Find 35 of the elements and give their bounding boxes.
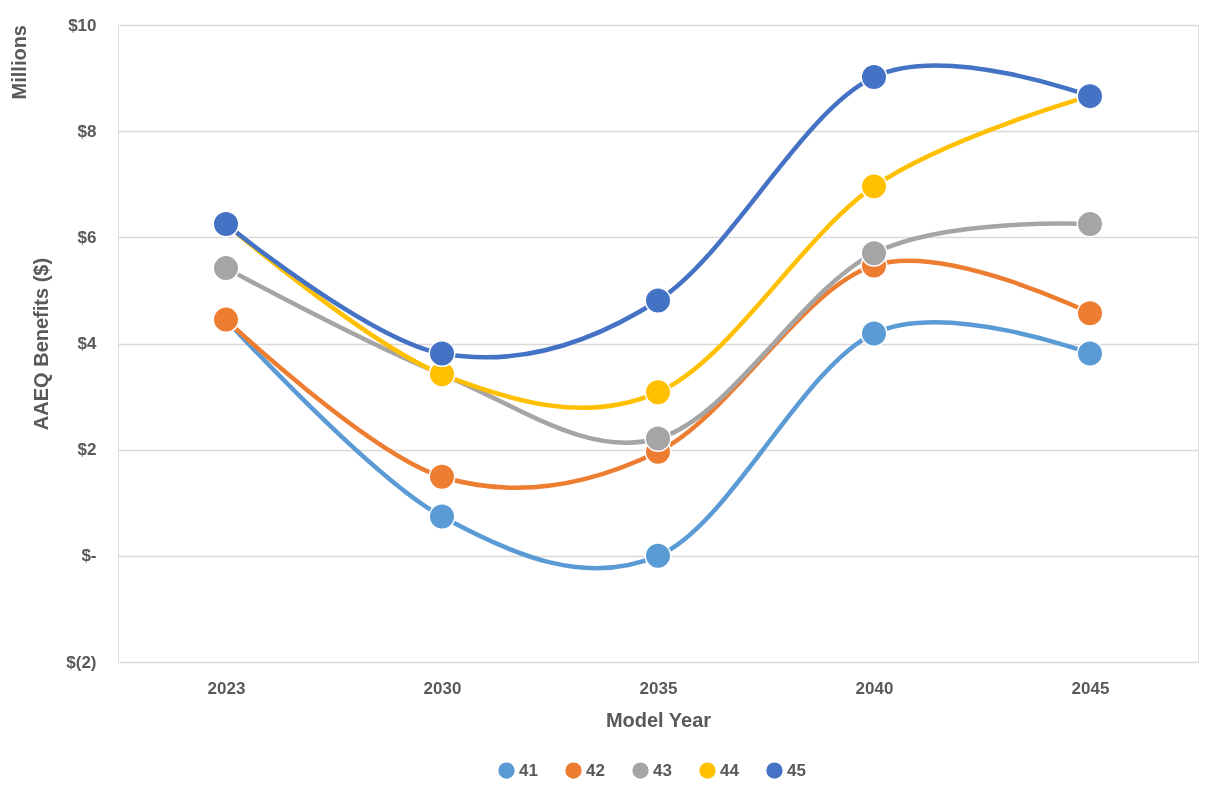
point	[428, 463, 456, 491]
x-axis-title: Model Year	[605, 708, 712, 731]
y-axis-title: AAEQ Benefits ($)	[30, 257, 53, 431]
point	[212, 254, 240, 282]
point	[1076, 210, 1104, 238]
point	[860, 239, 888, 267]
legend-label: 44	[720, 760, 740, 780]
y-tick-label: $-	[81, 546, 97, 566]
point	[644, 425, 672, 452]
y-tick-label: $4	[77, 334, 98, 353]
legend-label: 43	[653, 760, 672, 780]
point	[860, 172, 888, 200]
point	[860, 319, 888, 347]
x-tick-label: 2035	[639, 678, 678, 698]
legend-label: 41	[519, 760, 538, 780]
text: Millions	[8, 25, 30, 100]
x-tick-label: 2040	[855, 678, 894, 698]
y-tick-label: $8	[77, 121, 97, 141]
legend-label: 45	[787, 760, 806, 780]
y-tick-label: $(2)	[66, 652, 97, 672]
point	[644, 287, 672, 314]
y-tick-label: $6	[77, 227, 97, 247]
x-tick-label: 2023	[207, 678, 246, 698]
y-tick-label: $2	[77, 440, 97, 460]
y-tick-label: $10	[68, 15, 97, 35]
point	[1076, 299, 1104, 327]
point	[860, 63, 888, 91]
point	[428, 340, 456, 368]
point	[428, 503, 456, 531]
x-tick-label: 2045	[1071, 678, 1110, 698]
point	[644, 378, 672, 406]
point	[644, 542, 672, 570]
x-tick-label: 2030	[423, 678, 462, 698]
legend-label: 42	[586, 760, 605, 780]
point	[1076, 340, 1104, 368]
